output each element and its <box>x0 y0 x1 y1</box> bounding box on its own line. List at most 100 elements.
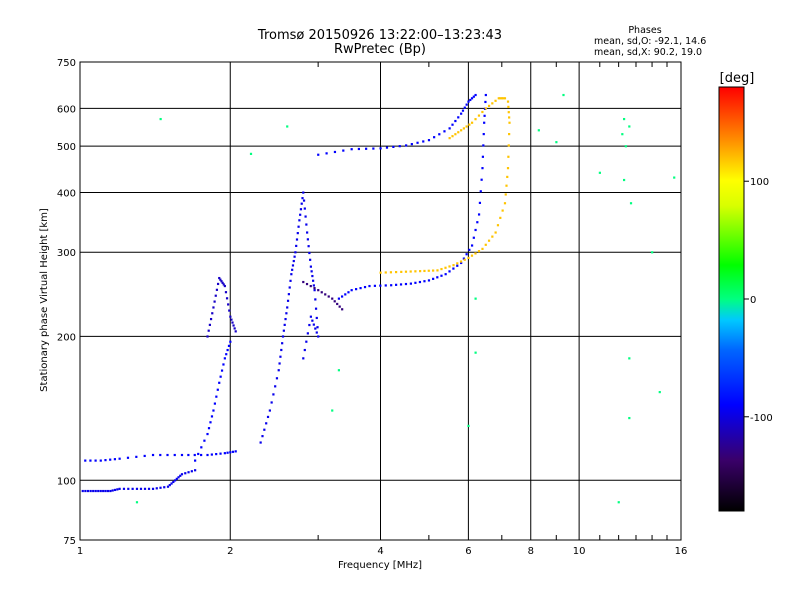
data-point <box>187 471 190 474</box>
data-point <box>350 289 353 292</box>
data-point <box>331 297 334 300</box>
data-point <box>503 97 507 100</box>
data-point <box>194 469 197 472</box>
data-point <box>225 297 229 300</box>
data-point <box>231 321 234 324</box>
colorbar-tick-label: 0 <box>750 295 756 306</box>
data-point <box>300 202 303 205</box>
data-point <box>476 221 479 224</box>
data-point <box>99 489 102 493</box>
data-point <box>379 284 382 287</box>
data-point <box>448 270 451 273</box>
data-point <box>296 232 299 235</box>
data-point <box>474 252 477 255</box>
data-point <box>465 125 468 128</box>
data-point <box>338 305 341 308</box>
data-point <box>214 294 217 297</box>
data-point <box>215 395 218 398</box>
data-point <box>504 193 507 196</box>
data-point <box>621 133 624 136</box>
y-tick-label: 750 <box>57 58 76 69</box>
data-point <box>474 118 477 121</box>
colorbar-label: [deg] <box>720 71 755 86</box>
data-point <box>409 270 412 273</box>
data-point <box>390 284 393 287</box>
data-point <box>497 97 500 100</box>
data-point <box>483 121 486 124</box>
grid-lines <box>79 61 682 541</box>
data-point <box>395 283 398 286</box>
data-point <box>506 167 510 170</box>
x-axis-label: Frequency [MHz] <box>338 560 422 571</box>
data-point <box>463 258 466 261</box>
data-point <box>317 153 320 156</box>
data-point <box>304 215 307 218</box>
series-upper_e_layer <box>84 450 237 462</box>
x-tick-label: 16 <box>675 546 688 557</box>
data-point <box>501 209 504 212</box>
data-point <box>432 269 435 272</box>
data-point <box>474 93 477 97</box>
data-point <box>177 476 180 479</box>
data-point <box>313 289 316 292</box>
data-point <box>122 487 126 490</box>
data-point <box>331 409 334 412</box>
data-point <box>444 273 447 276</box>
data-point <box>622 117 626 121</box>
data-point <box>127 487 130 490</box>
data-point <box>452 267 455 270</box>
data-point <box>109 489 112 493</box>
data-point <box>470 97 474 100</box>
data-point <box>400 270 403 273</box>
data-point <box>216 388 219 391</box>
data-point <box>94 459 97 462</box>
data-point <box>285 312 288 315</box>
data-point <box>173 479 177 482</box>
data-point <box>379 147 382 150</box>
data-point <box>266 415 270 419</box>
data-point <box>423 280 426 283</box>
data-point <box>477 213 481 216</box>
data-point <box>293 255 296 258</box>
chart-title: Tromsø 20150926 13:22:00–13:23:43 <box>257 28 502 43</box>
data-point <box>143 487 147 490</box>
data-point <box>454 133 457 136</box>
data-point <box>220 369 224 372</box>
data-point <box>315 316 318 320</box>
data-point <box>139 487 143 490</box>
data-point <box>482 132 485 136</box>
data-point <box>275 377 279 380</box>
data-point <box>219 375 222 378</box>
data-point <box>163 486 166 489</box>
data-point <box>309 284 312 288</box>
data-point <box>468 248 471 251</box>
data-point <box>308 251 311 255</box>
data-point <box>506 100 510 103</box>
data-point <box>135 501 139 504</box>
data-point <box>81 489 84 493</box>
data-point <box>222 363 225 366</box>
x-tick-label: 4 <box>377 546 383 557</box>
data-point <box>307 245 310 248</box>
data-point <box>215 452 218 456</box>
series-f2_x_mode <box>379 100 511 274</box>
y-tick-label: 600 <box>57 104 76 115</box>
data-point <box>224 291 228 294</box>
data-point <box>440 267 443 271</box>
data-point <box>474 351 477 354</box>
data-point <box>292 259 295 263</box>
data-point <box>173 453 176 457</box>
data-point <box>372 147 375 150</box>
data-point <box>320 291 323 294</box>
data-point <box>179 474 182 477</box>
data-point <box>159 453 162 457</box>
data-point <box>212 409 215 412</box>
data-point <box>337 297 341 300</box>
data-point <box>336 302 339 306</box>
data-point <box>206 432 209 436</box>
data-point <box>459 260 463 263</box>
data-point <box>193 453 196 457</box>
data-point <box>89 489 92 493</box>
x-tick-label: 10 <box>573 546 586 557</box>
data-point <box>457 131 460 134</box>
